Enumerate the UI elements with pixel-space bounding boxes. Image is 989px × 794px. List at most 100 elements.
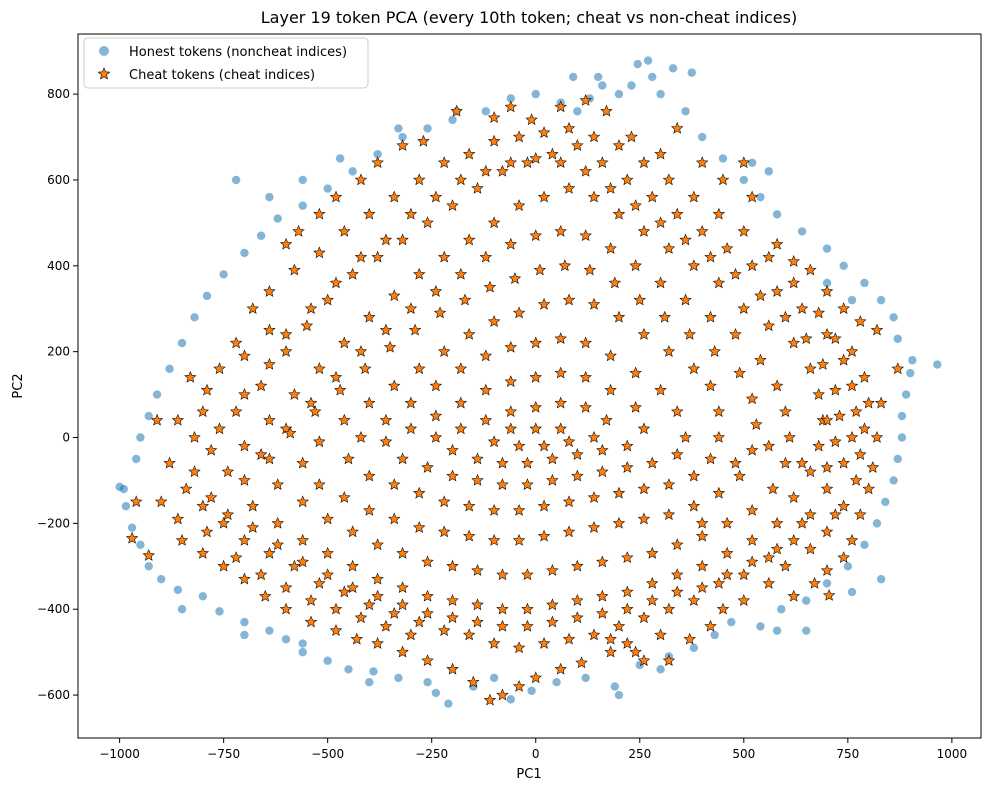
cheat-point [858,422,871,435]
cheat-point [213,422,226,435]
cheat-point [671,121,684,134]
cheat-point [504,156,517,169]
cheat-point [454,173,468,186]
honest-point [215,607,224,616]
cheat-point [571,611,584,624]
cheat-point [363,598,376,611]
cheat-point [629,259,642,272]
cheat-point [637,654,651,667]
honest-point [756,192,765,202]
cheat-point [388,512,401,525]
honest-point [697,132,707,142]
chart-title: Layer 19 token PCA (every 10th token; ch… [261,8,797,27]
cheat-point [512,130,526,143]
cheat-point [446,611,459,624]
cheat-point [296,534,309,546]
honest-point [843,562,853,571]
cheat-point [525,113,538,126]
cheat-point [429,285,443,297]
honest-point [444,699,453,708]
cheat-point [421,654,434,667]
cheat-point [263,358,276,370]
cheat-point [479,413,493,426]
cheat-point [621,602,634,615]
cheat-point [733,366,746,379]
cheat-point [496,602,509,615]
cheat-point [787,254,800,267]
cheat-point [462,233,476,246]
cheat-point [695,156,709,169]
cheat-point [200,525,214,538]
honest-point [335,154,345,163]
honest-point [933,360,942,369]
cheat-point [512,503,526,516]
cheat-point [379,233,393,246]
cheat-point [404,422,418,435]
honest-point [581,673,590,683]
cheat-point [745,392,759,405]
cheat-point [437,156,451,169]
cheat-point [529,370,542,383]
cheat-point [745,190,759,203]
cheat-point [795,302,809,315]
cheat-point [263,546,276,559]
cheat-point [404,396,418,409]
cheat-point [625,130,638,143]
honest-point [481,107,491,116]
cheat-point [229,405,243,418]
cheat-point [604,632,617,645]
honest-point [365,677,374,687]
cheat-point [396,645,409,658]
cheat-point [654,383,667,396]
cheat-point [238,388,251,400]
honest-point [394,124,403,133]
cheat-point [363,503,376,516]
cheat-point [646,594,659,606]
cheat-point [329,624,343,636]
cheat-point [512,534,526,546]
cheat-point [637,327,651,340]
cheat-point [417,134,430,147]
cheat-point [259,589,272,602]
cheat-point [833,409,846,422]
cheat-point [712,576,726,589]
cheat-point [379,435,393,448]
cheat-point [554,332,567,345]
cheat-point [329,190,343,203]
cheat-point [683,327,696,340]
cheat-point [562,525,576,538]
honest-point [689,643,699,653]
honest-point [822,278,832,288]
cheat-point [870,323,884,336]
cheat-point [462,327,476,340]
cheat-point [587,430,601,443]
honest-point [610,682,620,691]
cheat-point [396,581,409,594]
legend-frame [83,37,369,89]
cheat-point [596,589,609,602]
honest-point [860,278,869,288]
honest-point [614,690,624,700]
honest-point [298,647,307,657]
cheat-point [637,224,651,237]
honest-point [157,574,166,584]
cheat-point [712,276,726,289]
honest-point [273,214,282,223]
cheat-point [188,465,201,478]
cheat-point [487,134,501,147]
cheat-point [296,495,309,508]
cheat-point [766,482,780,495]
cheat-point [496,688,509,701]
cheat-point [371,156,384,169]
cheat-point [575,656,588,669]
honest-point [256,231,266,240]
cheat-point [600,104,613,117]
cheat-point [737,224,751,237]
cheat-point [654,147,667,160]
cheat-point [462,147,476,160]
honest-point [598,81,607,90]
honest-point [897,411,907,421]
cheat-point [396,598,409,611]
cheat-point [770,285,784,297]
